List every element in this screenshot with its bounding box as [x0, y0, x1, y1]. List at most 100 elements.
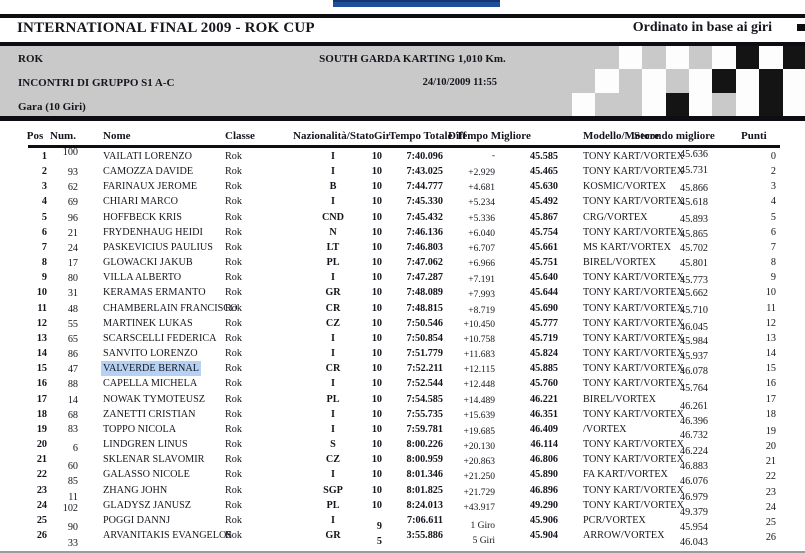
- cell-laps: 10: [371, 363, 382, 375]
- cell-chassis-engine: MS KART/VORTEX: [583, 241, 671, 253]
- cell-best-lap: 45.585: [529, 151, 558, 162]
- cell-points: 12: [765, 317, 776, 329]
- cell-second-best-lap: 45.731: [679, 165, 708, 177]
- cell-total-time: 7:47.287: [406, 272, 443, 284]
- col-header-laps: Gir: [374, 130, 391, 142]
- cell-gap: +20.130: [463, 442, 495, 453]
- result-row: 8 17 GLOWACKI JAKUB Rok PL 10 7:47.062 +6.966 45…: [0, 255, 805, 270]
- session-datetime: 24/10/2009 11:55: [422, 77, 497, 88]
- cell-kart-number: 31: [67, 288, 78, 300]
- horizontal-rule-below-band: [0, 116, 805, 121]
- cell-gap: +7.993: [468, 290, 495, 301]
- cell-best-lap: 45.867: [529, 211, 558, 223]
- cell-class: Rok: [225, 363, 242, 375]
- cell-laps: 10: [371, 302, 382, 314]
- cell-gap: +10.450: [463, 319, 495, 330]
- top-accent-bar: [333, 0, 500, 7]
- col-header-num: Num.: [50, 130, 76, 142]
- cell-chassis-engine: TONY KART/VORTEX: [583, 378, 684, 390]
- result-row: 6 21 FRYDENHAUG HEIDI Rok N 10 7:46.136 +6.040 4…: [0, 225, 805, 240]
- cell-points: 3: [770, 181, 776, 193]
- cell-class: Rok: [225, 302, 242, 314]
- cell-nationality: CZ: [325, 454, 341, 466]
- category-label: ROK: [18, 53, 44, 65]
- cell-gap: +6.966: [468, 259, 495, 270]
- cell-best-lap: 49.290: [529, 499, 558, 511]
- col-header-total-time: Tempo Totale: [389, 130, 453, 142]
- cell-position: 11: [37, 302, 47, 314]
- cell-position: 15: [36, 363, 47, 375]
- cell-second-best-lap: 45.773: [679, 275, 708, 287]
- cell-chassis-engine: TONY KART/VORTEX: [583, 363, 684, 375]
- cell-points: 18: [765, 408, 776, 420]
- page-bottom-rule: [0, 551, 805, 553]
- cell-points: 15: [765, 363, 776, 375]
- sort-order-note: Ordinato in base ai giri: [632, 20, 772, 35]
- horizontal-rule-top: [0, 14, 805, 18]
- cell-second-best-lap: 45.764: [679, 383, 708, 395]
- cell-best-lap: 45.644: [529, 287, 558, 299]
- cell-laps: 10: [371, 439, 382, 451]
- cell-class: Rok: [225, 196, 242, 208]
- checker-square: [712, 46, 736, 70]
- cell-gap: +5.336: [468, 213, 495, 224]
- cell-best-lap: 45.760: [529, 378, 558, 390]
- cell-laps: 9: [376, 520, 382, 532]
- cell-points: 20: [765, 441, 776, 453]
- cell-points: 9: [770, 272, 776, 284]
- cell-chassis-engine: BIREL/VORTEX: [583, 393, 656, 405]
- checker-square: [689, 69, 713, 93]
- cell-total-time: 8:00.226: [406, 439, 443, 451]
- cell-class: Rok: [225, 499, 242, 511]
- cell-driver-name: TOPPO NICOLA: [103, 423, 177, 435]
- cell-gap: -: [491, 151, 495, 161]
- checker-square: [759, 92, 783, 117]
- horizontal-rule-above-band: [0, 42, 805, 46]
- cell-points: 4: [770, 196, 776, 208]
- cell-points: 21: [765, 456, 776, 468]
- cell-position: 13: [36, 332, 47, 344]
- cell-nationality: I: [331, 196, 335, 208]
- cell-second-best-lap: 45.984: [679, 335, 708, 347]
- cell-gap: +10.758: [463, 334, 495, 345]
- cell-class: Rok: [225, 332, 242, 344]
- cell-driver-name: ZANETTI CRISTIAN: [103, 408, 196, 420]
- cell-laps: 10: [371, 211, 382, 223]
- result-row: 21 60 SKLENAR SLAVOMIR Rok CZ 10 8:00.959 +20.8…: [0, 452, 805, 472]
- cell-total-time: 7:47.062: [406, 257, 443, 269]
- checker-square: [735, 46, 760, 70]
- cell-second-best-lap: 46.043: [679, 537, 708, 548]
- cell-best-lap: 46.114: [530, 439, 558, 451]
- col-header-best-lap: Tempo Migliore: [456, 130, 531, 142]
- cell-second-best-lap: 49.379: [679, 506, 708, 518]
- cell-best-lap: 46.221: [529, 393, 558, 405]
- cell-total-time: 8:01.346: [406, 469, 443, 481]
- session-label: Gara (10 Giri): [18, 101, 86, 113]
- cell-second-best-lap: 45.893: [679, 213, 708, 225]
- cell-points: 24: [765, 501, 776, 513]
- cell-nationality: PL: [326, 393, 340, 405]
- cell-laps: 10: [371, 151, 382, 162]
- cell-second-best-lap: 46.045: [679, 321, 708, 333]
- cell-class: Rok: [225, 211, 242, 223]
- cell-kart-number: 33: [67, 538, 78, 549]
- cell-chassis-engine: ARROW/VORTEX: [583, 530, 665, 541]
- checker-square: [782, 92, 805, 117]
- cell-total-time: 7:46.803: [406, 241, 443, 253]
- cell-class: Rok: [225, 257, 242, 269]
- cell-class: Rok: [225, 408, 242, 420]
- cell-class: Rok: [225, 181, 242, 193]
- cell-position: 17: [36, 393, 47, 405]
- cell-gap: +2.929: [468, 168, 495, 179]
- page-title: INTERNATIONAL FINAL 2009 - ROK CUP: [17, 20, 315, 36]
- cell-second-best-lap: 46.261: [679, 400, 708, 412]
- cell-gap: +21.729: [463, 487, 495, 498]
- checker-square: [642, 92, 666, 117]
- cell-second-best-lap: 45.710: [679, 304, 708, 316]
- cell-second-best-lap: 45.865: [679, 228, 708, 240]
- cell-driver-name: FRYDENHAUG HEIDI: [103, 226, 203, 238]
- cell-position: 10: [36, 287, 47, 299]
- circuit-label: SOUTH GARDA KARTING 1,010 Km.: [319, 53, 506, 65]
- cell-nationality: B: [329, 181, 337, 193]
- checker-square: [572, 92, 596, 117]
